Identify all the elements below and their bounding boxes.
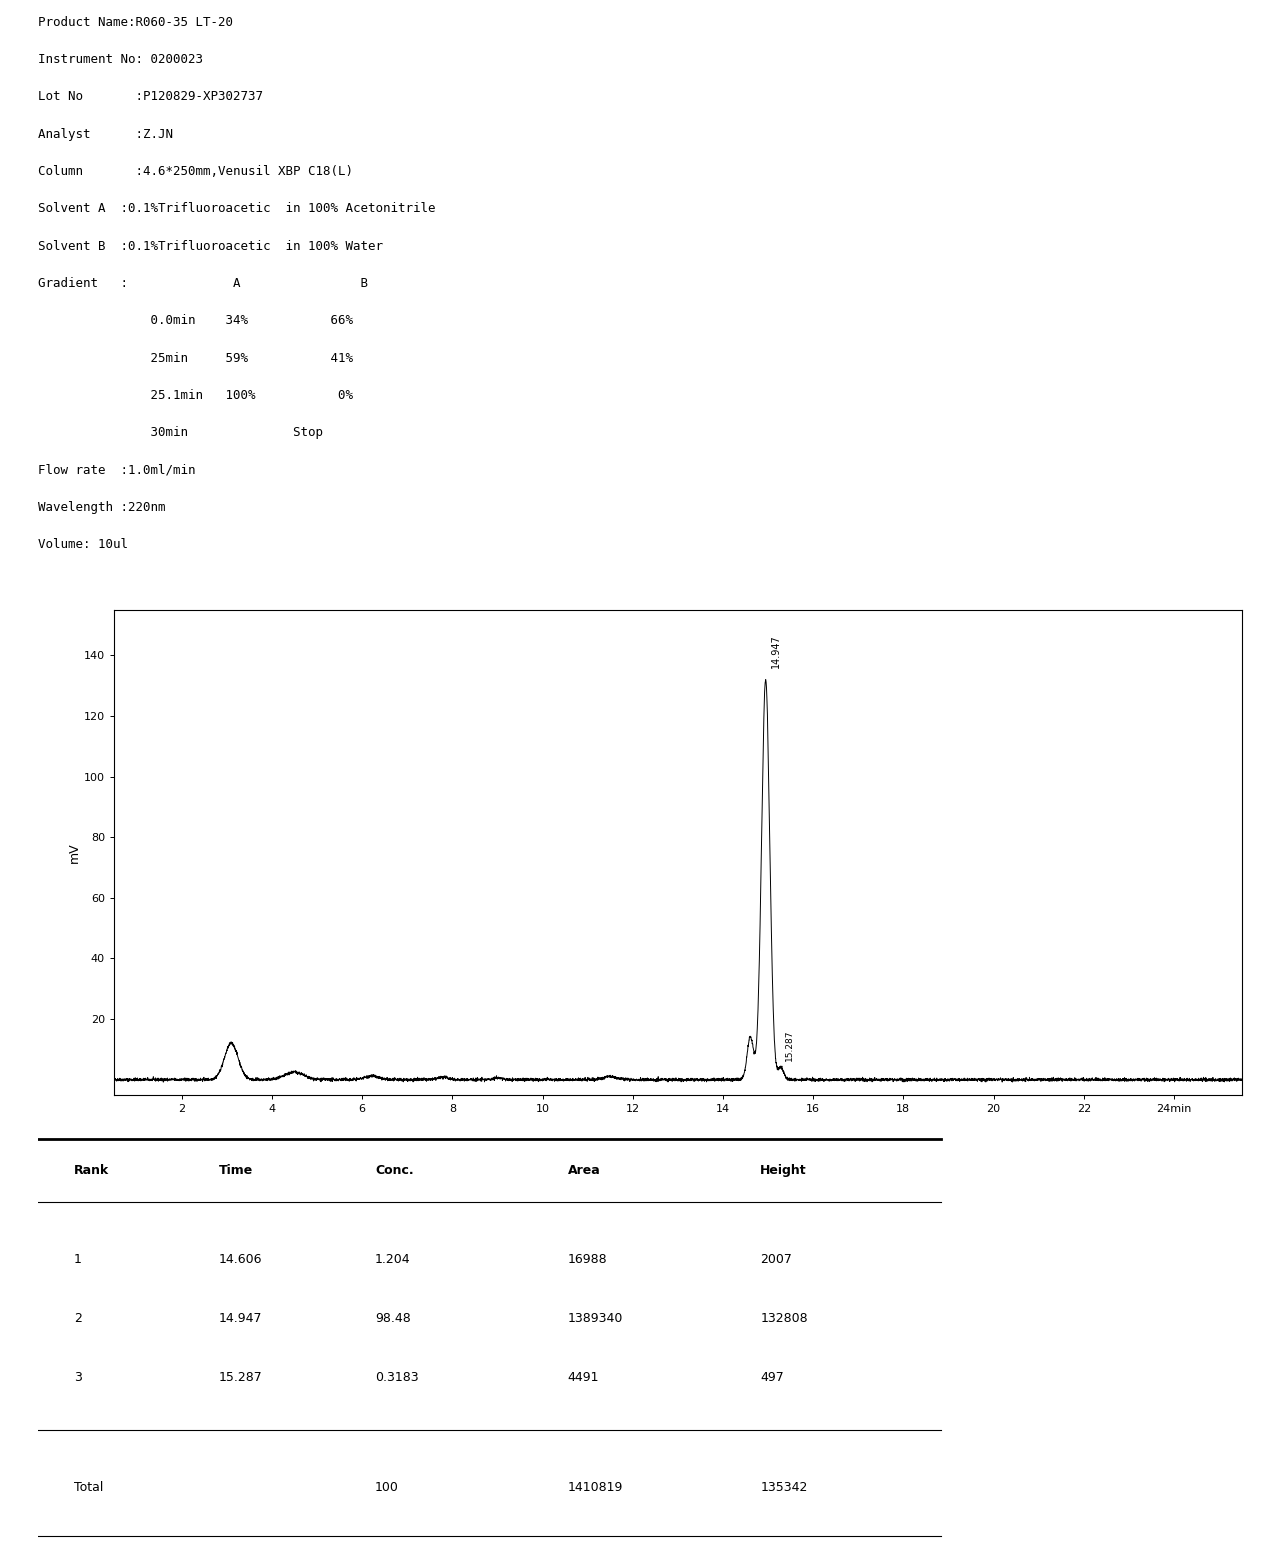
- Text: Column       :4.6*250mm,Venusil XBP C18(L): Column :4.6*250mm,Venusil XBP C18(L): [38, 164, 353, 178]
- Text: 1410819: 1410819: [568, 1481, 623, 1494]
- Text: Conc.: Conc.: [375, 1164, 413, 1178]
- Text: Rank: Rank: [73, 1164, 109, 1178]
- Text: 497: 497: [760, 1372, 784, 1384]
- Text: Instrument No: 0200023: Instrument No: 0200023: [38, 53, 203, 66]
- Text: 3: 3: [73, 1372, 82, 1384]
- Text: 14.606: 14.606: [219, 1253, 262, 1265]
- Text: 15.287: 15.287: [784, 1031, 793, 1062]
- Text: 1389340: 1389340: [568, 1312, 623, 1325]
- Text: 0.0min    34%           66%: 0.0min 34% 66%: [38, 314, 353, 327]
- Text: 2: 2: [73, 1312, 82, 1325]
- Text: 98.48: 98.48: [375, 1312, 411, 1325]
- Text: Lot No       :P120829-XP302737: Lot No :P120829-XP302737: [38, 91, 264, 103]
- Text: 25min     59%           41%: 25min 59% 41%: [38, 352, 353, 364]
- Text: Solvent B  :0.1%Trifluoroacetic  in 100% Water: Solvent B :0.1%Trifluoroacetic in 100% W…: [38, 239, 383, 253]
- Text: 0.3183: 0.3183: [375, 1372, 418, 1384]
- Text: Product Name:R060-35 LT-20: Product Name:R060-35 LT-20: [38, 16, 233, 28]
- Text: 15.287: 15.287: [219, 1372, 262, 1384]
- Text: Volume: 10ul: Volume: 10ul: [38, 538, 128, 552]
- Text: 100: 100: [375, 1481, 399, 1494]
- Text: 135342: 135342: [760, 1481, 807, 1494]
- Text: Total: Total: [73, 1481, 104, 1494]
- Text: 16988: 16988: [568, 1253, 607, 1265]
- Text: Area: Area: [568, 1164, 601, 1178]
- Text: Solvent A  :0.1%Trifluoroacetic  in 100% Acetonitrile: Solvent A :0.1%Trifluoroacetic in 100% A…: [38, 202, 436, 216]
- Text: 14.947: 14.947: [219, 1312, 262, 1325]
- Text: 1: 1: [73, 1253, 82, 1265]
- Text: 132808: 132808: [760, 1312, 808, 1325]
- Text: Analyst      :Z.JN: Analyst :Z.JN: [38, 128, 174, 141]
- Text: 14.947: 14.947: [772, 633, 780, 668]
- Text: Flow rate  :1.0ml/min: Flow rate :1.0ml/min: [38, 463, 195, 477]
- Text: 25.1min   100%           0%: 25.1min 100% 0%: [38, 389, 353, 402]
- Text: 1.204: 1.204: [375, 1253, 411, 1265]
- Text: 30min              Stop: 30min Stop: [38, 427, 323, 439]
- Text: 2007: 2007: [760, 1253, 792, 1265]
- Text: Time: Time: [219, 1164, 253, 1178]
- Text: Gradient   :              A                B: Gradient : A B: [38, 277, 367, 289]
- Text: Height: Height: [760, 1164, 807, 1178]
- Y-axis label: mV: mV: [68, 841, 81, 863]
- Text: 4491: 4491: [568, 1372, 599, 1384]
- Text: Wavelength :220nm: Wavelength :220nm: [38, 500, 166, 515]
